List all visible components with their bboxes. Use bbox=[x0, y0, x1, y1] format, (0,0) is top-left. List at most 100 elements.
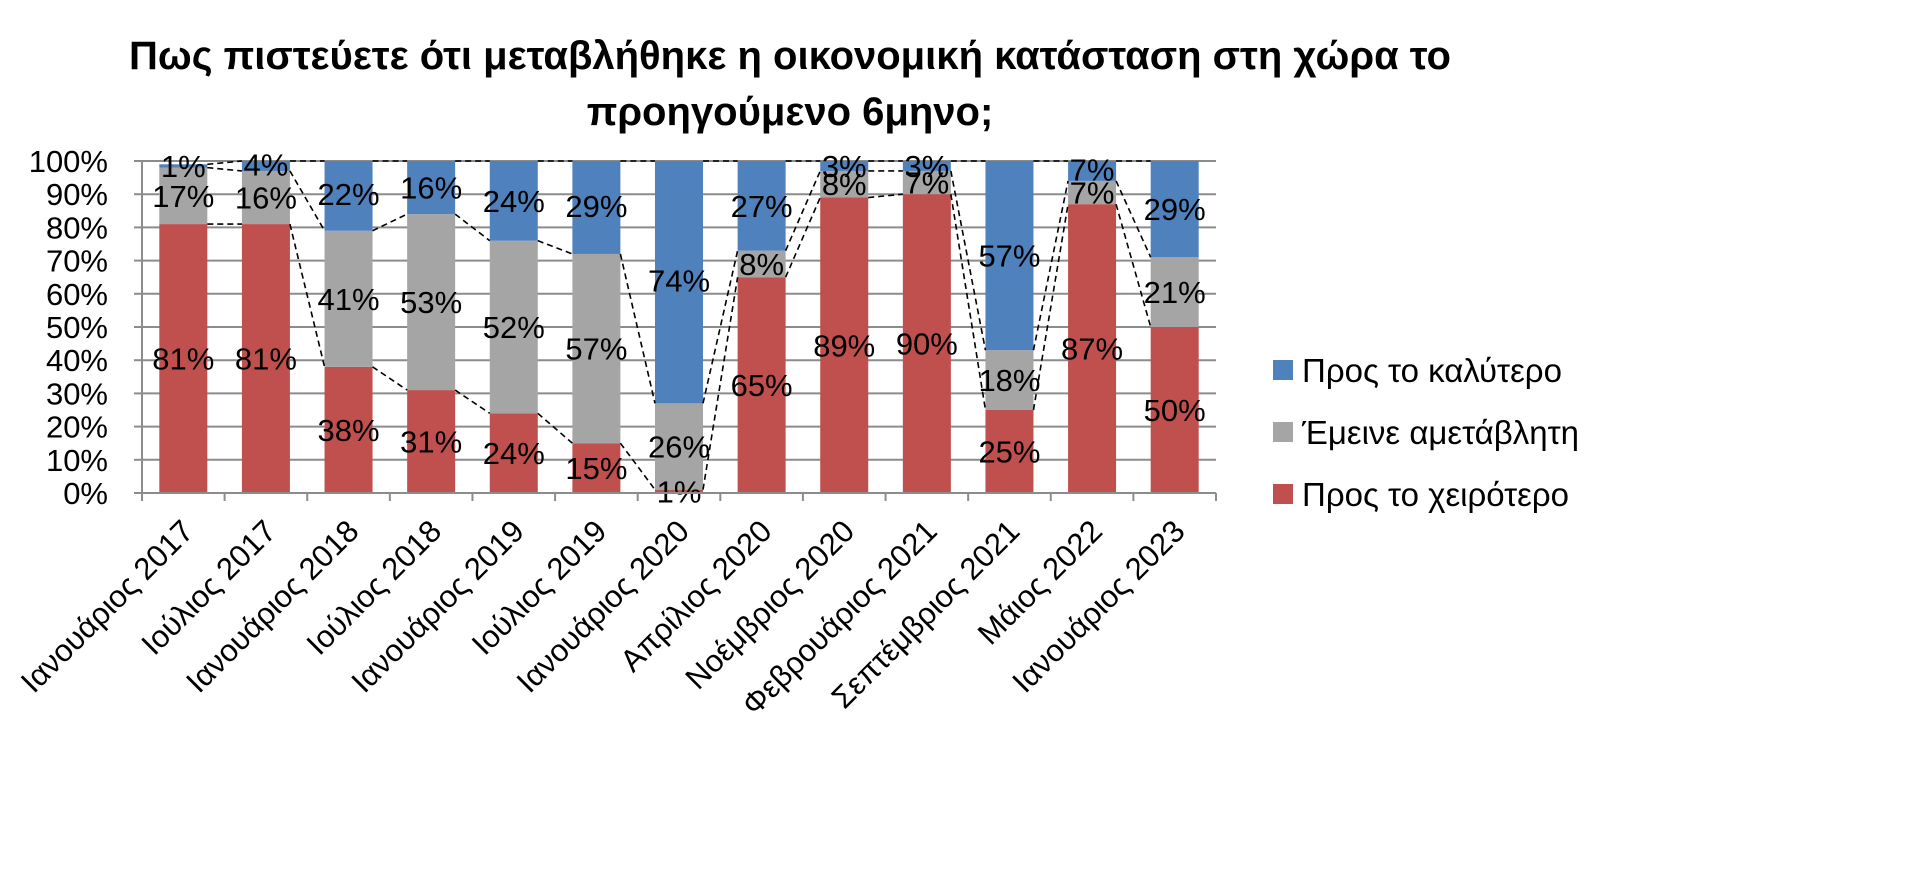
bar-segment bbox=[241, 161, 290, 171]
data-label: 74% bbox=[648, 264, 710, 299]
data-label: 21% bbox=[1144, 275, 1206, 310]
series-line bbox=[372, 366, 408, 391]
y-tick-label: 80% bbox=[46, 210, 108, 245]
legend-label: Προς το καλύτερο bbox=[1302, 352, 1562, 389]
y-tick-label: 90% bbox=[46, 177, 108, 212]
series-line bbox=[207, 160, 242, 166]
data-label: 7% bbox=[904, 166, 949, 201]
data-label: 8% bbox=[739, 247, 784, 282]
series-line bbox=[537, 412, 573, 444]
data-label: 81% bbox=[235, 342, 297, 377]
data-label: 7% bbox=[1070, 176, 1115, 211]
data-label: 18% bbox=[978, 363, 1040, 398]
series-line bbox=[784, 170, 821, 251]
bar-segment bbox=[159, 224, 208, 493]
series-line bbox=[289, 170, 326, 232]
data-label: 3% bbox=[822, 149, 867, 184]
series-line bbox=[619, 253, 656, 404]
data-label: 27% bbox=[731, 189, 793, 224]
bar-segment bbox=[1068, 180, 1117, 205]
data-label: 29% bbox=[565, 189, 627, 224]
bar-segment bbox=[489, 413, 538, 493]
bar-segment bbox=[572, 443, 621, 493]
data-label: 90% bbox=[896, 327, 958, 362]
bar-segment bbox=[572, 253, 621, 444]
bar-segment bbox=[737, 250, 786, 278]
series-line bbox=[702, 250, 739, 404]
bar-segment bbox=[737, 277, 786, 493]
data-label: 57% bbox=[978, 239, 1040, 274]
chart-title: Πως πιστεύετε ότι μεταβλήθηκε η οικονομι… bbox=[0, 28, 1580, 140]
data-label: 24% bbox=[483, 184, 545, 219]
data-label: 17% bbox=[152, 179, 214, 214]
bar-segment bbox=[1150, 327, 1199, 493]
bar-segment bbox=[655, 403, 703, 490]
data-label: 22% bbox=[318, 177, 380, 212]
bar-segment bbox=[489, 161, 538, 241]
legend-swatch bbox=[1273, 360, 1293, 380]
data-label: 24% bbox=[483, 436, 545, 471]
y-tick-label: 70% bbox=[46, 244, 108, 279]
bar-segment bbox=[241, 170, 290, 225]
data-label: 25% bbox=[978, 435, 1040, 470]
y-tick-label: 30% bbox=[46, 376, 108, 411]
y-tick-label: 60% bbox=[46, 277, 108, 312]
series-line bbox=[1115, 180, 1152, 258]
bar-segment bbox=[985, 410, 1034, 493]
series-line bbox=[950, 170, 987, 351]
y-tick-label: 0% bbox=[63, 476, 108, 511]
data-label: 4% bbox=[244, 147, 289, 182]
series-line bbox=[1032, 204, 1069, 411]
y-tick-label: 100% bbox=[29, 144, 108, 179]
bar-segment bbox=[489, 240, 538, 414]
series-line bbox=[868, 193, 903, 199]
series-line bbox=[702, 277, 739, 490]
bar-segment bbox=[902, 170, 951, 195]
data-labels: 81%17%1%81%16%4%38%41%22%31%53%16%24%52%… bbox=[152, 147, 1205, 509]
bar-segment bbox=[820, 161, 869, 171]
y-tick-label: 50% bbox=[46, 310, 108, 345]
series-line bbox=[1032, 180, 1069, 351]
series-line bbox=[454, 389, 491, 414]
data-label: 52% bbox=[483, 310, 545, 345]
data-label: 38% bbox=[318, 413, 380, 448]
bar-segment bbox=[1068, 161, 1117, 181]
data-label: 50% bbox=[1144, 393, 1206, 428]
y-tick-label: 40% bbox=[46, 343, 108, 378]
bar-segment bbox=[407, 161, 456, 215]
bar-segment bbox=[1150, 161, 1199, 258]
bar-segment bbox=[902, 194, 951, 493]
chart-title-line-2: προηγούμενο 6μηνο; bbox=[586, 90, 994, 134]
series-line bbox=[537, 239, 573, 255]
bar-segment bbox=[820, 170, 869, 198]
bar-segment bbox=[1150, 257, 1199, 327]
bar-segment bbox=[324, 230, 373, 367]
bar-segment bbox=[324, 161, 373, 231]
chart-title-line-1: Πως πιστεύετε ότι μεταβλήθηκε η οικονομι… bbox=[129, 34, 1451, 78]
data-label: 57% bbox=[565, 332, 627, 367]
data-label: 8% bbox=[822, 167, 867, 202]
data-label: 87% bbox=[1061, 332, 1123, 367]
bar-segment bbox=[407, 214, 456, 391]
data-label: 15% bbox=[565, 451, 627, 486]
y-tick-label: 10% bbox=[46, 443, 108, 478]
bar-segment bbox=[324, 366, 373, 493]
data-label: 29% bbox=[1144, 192, 1206, 227]
bar-segment bbox=[407, 390, 456, 493]
bar-segment bbox=[985, 161, 1034, 351]
data-label: 65% bbox=[731, 368, 793, 403]
data-label: 53% bbox=[400, 285, 462, 320]
bar-segment bbox=[655, 161, 703, 404]
series-line bbox=[454, 213, 491, 242]
data-label: 1% bbox=[657, 474, 702, 509]
series-line bbox=[1115, 203, 1152, 328]
legend-label: Έμεινε αμετάβλητη bbox=[1301, 414, 1579, 451]
legend-swatch bbox=[1273, 422, 1293, 442]
y-tick-label: 20% bbox=[46, 410, 108, 445]
data-label: 89% bbox=[813, 328, 875, 363]
data-label: 1% bbox=[161, 149, 206, 184]
bar-segment bbox=[902, 161, 951, 171]
legend-swatch bbox=[1273, 484, 1293, 504]
series-lines bbox=[207, 160, 1152, 491]
